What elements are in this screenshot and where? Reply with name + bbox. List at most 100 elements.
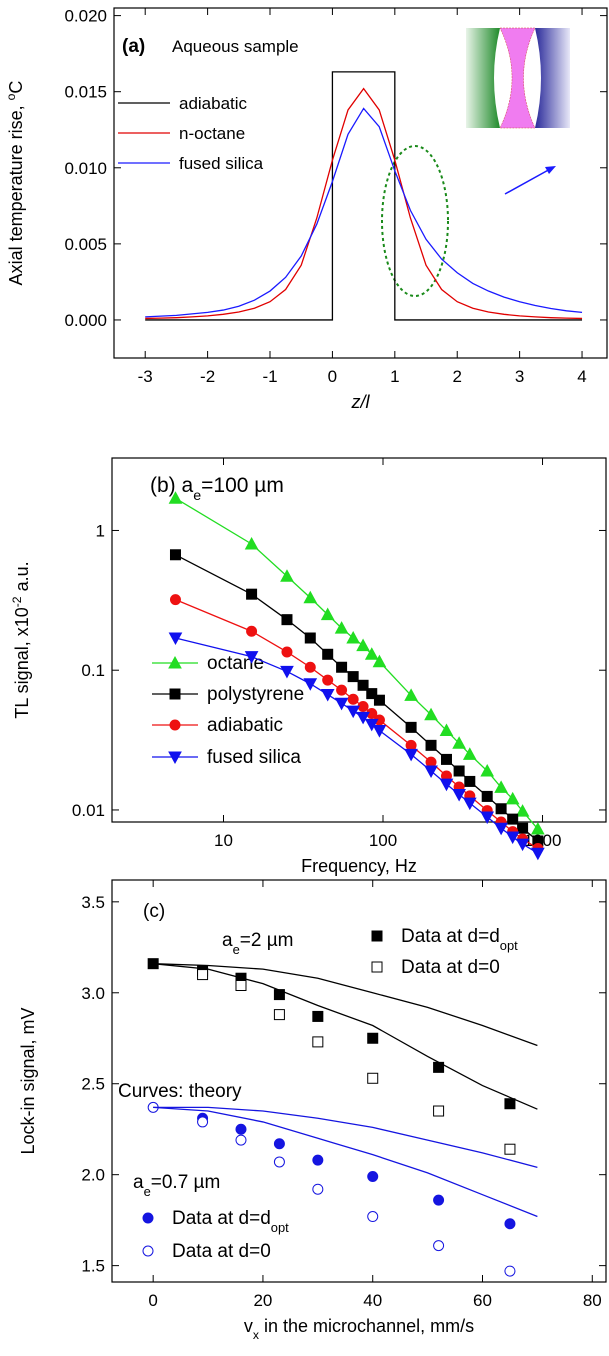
arrow	[504, 167, 553, 195]
marker	[433, 1105, 445, 1117]
annotation-part: (a)	[122, 36, 145, 57]
legend-label-part: polystyrene	[207, 684, 304, 705]
marker	[364, 647, 379, 660]
inset-illustration	[466, 27, 570, 129]
marker	[303, 678, 318, 691]
marker	[433, 1194, 445, 1206]
legend-label-part: fused silica	[179, 154, 264, 173]
plot-frame	[113, 7, 608, 359]
legend-marker	[142, 1245, 154, 1257]
annotation-part: a	[222, 930, 233, 951]
x-axis-label-part: v	[244, 1316, 253, 1336]
legend-label: Data at d=dopt	[172, 1208, 289, 1235]
x-tick-label: 40	[363, 1291, 382, 1310]
marker	[505, 791, 520, 805]
marker	[517, 822, 529, 834]
y-axis-label-part: C	[6, 81, 26, 94]
marker	[334, 697, 349, 711]
marker	[312, 1183, 324, 1195]
inset-left-element	[466, 28, 500, 128]
marker	[320, 689, 335, 702]
y-tick-label: 2.0	[81, 1166, 105, 1185]
marker	[273, 1138, 285, 1150]
annotation-part: (c)	[143, 901, 165, 922]
y-axis-label-part: o	[4, 93, 18, 100]
marker	[372, 654, 387, 668]
annotation: ae=2 µm	[222, 930, 293, 957]
marker	[280, 665, 294, 679]
series-line	[145, 87, 583, 320]
marker	[405, 739, 417, 751]
marker	[304, 661, 316, 673]
annotation-part: =0.7 µm	[151, 1172, 221, 1193]
x-tick-label: 100	[369, 831, 397, 850]
legend-label: polystyrene	[207, 684, 304, 705]
legend-label-part: adiabatic	[179, 94, 248, 113]
x-tick-label: 0	[148, 1291, 157, 1310]
marker	[336, 661, 348, 673]
annotation-part: (b) a	[150, 474, 194, 497]
y-axis-label-part: Axial temperature rise,	[6, 100, 26, 285]
annotation-part: e	[193, 488, 201, 504]
legend-label-part: adiabatic	[207, 715, 283, 736]
y-tick-label: 3.5	[81, 893, 105, 912]
annotation: Aqueous sample	[172, 37, 299, 56]
x-tick-label: 60	[473, 1291, 492, 1310]
y-tick-label: 3.0	[81, 984, 105, 1003]
marker	[322, 648, 334, 660]
series-line	[153, 1106, 538, 1218]
legend-label-part: Data at d=d	[401, 926, 500, 947]
arrow-head	[545, 166, 556, 174]
y-tick-label: 0.1	[81, 661, 105, 680]
marker	[481, 790, 493, 802]
marker	[366, 688, 378, 700]
annotation: ae=0.7 µm	[133, 1172, 220, 1199]
marker	[303, 590, 318, 604]
legend-label: fused silica	[179, 154, 264, 173]
x-axis-label: Frequency, Hz	[301, 856, 417, 876]
marker	[197, 1116, 209, 1128]
plot-frame	[111, 457, 607, 823]
y-axis-label-part: TL signal, x10	[12, 607, 32, 718]
legend-label-part: fused silica	[207, 747, 301, 768]
inset-middle-element	[499, 27, 536, 129]
marker	[494, 780, 508, 793]
legend-marker	[168, 751, 182, 765]
x-tick-label: -2	[200, 367, 215, 386]
legend-label: Data at d=dopt	[401, 926, 518, 953]
marker	[168, 491, 183, 504]
marker	[367, 1072, 379, 1084]
series-line	[153, 963, 538, 1047]
legend-marker	[169, 719, 181, 731]
y-tick-label: 0.020	[64, 7, 107, 26]
x-tick-label: 4	[577, 367, 586, 386]
x-tick-label: 10	[214, 831, 233, 850]
marker	[304, 632, 316, 644]
marker	[357, 679, 369, 691]
legend-marker	[168, 655, 182, 669]
marker	[505, 831, 520, 845]
marker	[531, 822, 545, 835]
marker	[404, 688, 418, 701]
marker	[281, 614, 293, 626]
marker	[312, 1154, 324, 1166]
marker	[244, 651, 259, 664]
marker	[425, 739, 437, 751]
marker	[357, 700, 369, 712]
y-axis-label-part: a.u.	[12, 561, 32, 596]
marker	[168, 632, 183, 646]
legend-label: Data at d=0	[401, 957, 500, 978]
marker	[433, 1240, 445, 1252]
marker	[453, 765, 465, 777]
legend-label-part: opt	[500, 938, 518, 953]
marker	[464, 775, 476, 787]
y-axis-label: TL signal, x10-2 a.u.	[10, 561, 32, 718]
legend-marker	[371, 930, 383, 942]
marker	[169, 594, 181, 606]
legend-label: adiabatic	[179, 94, 248, 113]
x-axis-label-part: z/l	[351, 392, 371, 412]
marker	[246, 625, 258, 637]
highlight-ellipse	[381, 145, 449, 297]
marker	[273, 1009, 285, 1021]
